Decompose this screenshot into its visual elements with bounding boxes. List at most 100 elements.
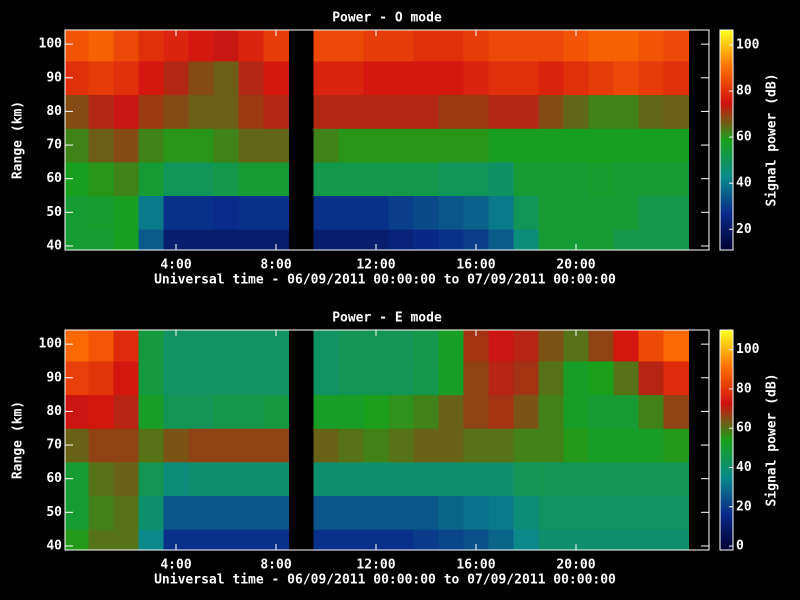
cell [613, 360, 639, 396]
heatmap [65, 330, 689, 550]
cell [563, 94, 589, 129]
cell [388, 360, 414, 396]
cell [413, 195, 439, 230]
cell [513, 161, 539, 197]
cell [588, 360, 614, 396]
cell [613, 229, 639, 250]
cell [138, 428, 164, 463]
cell [338, 394, 364, 429]
cell [113, 195, 139, 230]
cell [588, 60, 614, 96]
cell [163, 495, 189, 530]
cell [488, 229, 514, 250]
cell [463, 360, 489, 396]
cell [313, 30, 339, 62]
cell [613, 461, 639, 497]
cell [88, 60, 114, 96]
x-tick-label: 12:00 [356, 558, 395, 573]
cell [338, 94, 364, 129]
cell [638, 330, 664, 362]
cell [613, 529, 639, 550]
x-tick-label: 4:00 [160, 258, 191, 273]
cell [663, 128, 689, 163]
cell [513, 195, 539, 230]
cell [88, 128, 114, 163]
cell [488, 195, 514, 230]
cell [463, 394, 489, 429]
cell [388, 128, 414, 163]
cell [488, 94, 514, 129]
cell [538, 94, 564, 129]
cell [563, 428, 589, 463]
heatmap [65, 30, 689, 250]
cell [488, 529, 514, 550]
cell [538, 428, 564, 463]
cell [588, 428, 614, 463]
cell [638, 461, 664, 497]
cell [513, 360, 539, 396]
cell [438, 394, 464, 429]
cell [438, 229, 464, 250]
y-tick-label: 50 [46, 505, 62, 520]
x-axis-label: Universal time - 06/09/2011 00:00:00 to … [154, 273, 616, 288]
cell [663, 394, 689, 429]
cell [138, 161, 164, 197]
cell [488, 461, 514, 497]
cell [313, 529, 339, 550]
cell [313, 94, 339, 129]
cell [638, 195, 664, 230]
cell [663, 195, 689, 230]
colorbar [719, 329, 734, 551]
cell [613, 60, 639, 96]
cell [188, 394, 214, 429]
cell [663, 94, 689, 129]
cell [413, 60, 439, 96]
cell [538, 495, 564, 530]
cell [413, 229, 439, 250]
y-axis-label: Range (km) [11, 401, 26, 479]
cell [638, 529, 664, 550]
colorbar-tick-label: 100 [736, 342, 760, 357]
cell [613, 428, 639, 463]
cell [638, 360, 664, 396]
y-tick-label: 40 [46, 538, 62, 553]
cell [438, 461, 464, 497]
cell [163, 529, 189, 550]
cell [563, 195, 589, 230]
cell [613, 330, 639, 362]
cell [488, 330, 514, 362]
cell [663, 461, 689, 497]
cell [188, 229, 214, 250]
cell [113, 461, 139, 497]
cell [463, 428, 489, 463]
cell [213, 195, 239, 230]
cell [588, 330, 614, 362]
cell [113, 229, 139, 250]
cell [613, 394, 639, 429]
y-tick-label: 80 [46, 104, 62, 119]
cell [563, 60, 589, 96]
cell [613, 195, 639, 230]
cell [563, 360, 589, 396]
cell [538, 360, 564, 396]
colorbar-tick-label: 80 [736, 84, 752, 99]
cell [188, 60, 214, 96]
cell [213, 360, 239, 396]
cell [263, 94, 289, 129]
cell [213, 229, 239, 250]
colorbar-tick-label: 40 [736, 460, 752, 475]
cell [88, 229, 114, 250]
cell [438, 428, 464, 463]
chart-title: Power - E mode [332, 311, 442, 326]
cell [438, 161, 464, 197]
cell [65, 330, 89, 362]
cell [363, 128, 389, 163]
cell [438, 30, 464, 62]
cell [613, 161, 639, 197]
cell [313, 195, 339, 230]
cell [663, 495, 689, 530]
cell [88, 330, 114, 362]
cell [65, 30, 89, 62]
cell [588, 495, 614, 530]
x-tick-label: 16:00 [456, 558, 495, 573]
